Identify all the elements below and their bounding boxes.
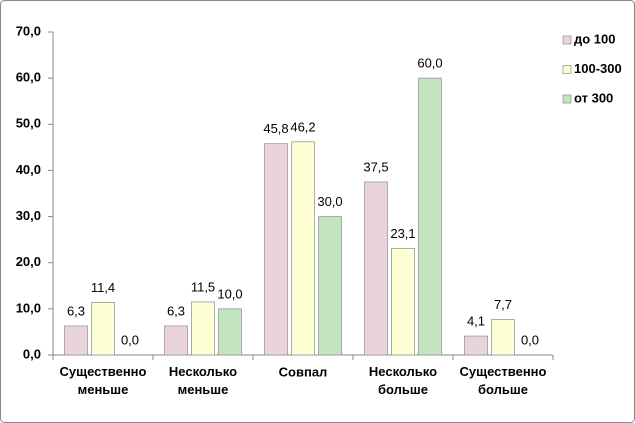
x-tick-label: Совпал [279, 364, 328, 379]
legend-swatch [562, 65, 572, 74]
value-label: 23,1 [390, 226, 415, 241]
value-label: 11,4 [91, 280, 115, 295]
bar [464, 335, 488, 356]
legend-swatch [562, 35, 572, 45]
x-tick-label: Существенно меньше [60, 364, 147, 397]
value-label: 45,8 [263, 121, 288, 136]
bar [364, 181, 388, 356]
bar [164, 325, 188, 356]
bar [218, 308, 242, 356]
legend-label: до 100 [574, 31, 616, 46]
x-tick-label: Несколько меньше [169, 364, 237, 397]
y-tick-label: 40,0 [16, 162, 41, 177]
bar [318, 216, 342, 356]
legend-label: от 300 [574, 90, 613, 105]
bar [91, 301, 115, 356]
bar [491, 319, 515, 356]
bar [391, 248, 415, 356]
value-label: 60,0 [417, 56, 442, 71]
x-tick-label: Существенно больше [460, 364, 547, 397]
value-label: 46,2 [290, 119, 315, 134]
bar [291, 141, 315, 356]
legend-swatch [562, 94, 572, 104]
x-tick-label: Несколько больше [369, 364, 437, 397]
bar [418, 77, 442, 356]
bar [264, 143, 288, 356]
y-tick-label: 60,0 [16, 70, 41, 85]
y-tick-label: 70,0 [16, 23, 41, 38]
value-label: 11,5 [191, 279, 215, 294]
y-tick-label: 50,0 [16, 116, 41, 131]
y-tick-label: 30,0 [16, 208, 41, 223]
legend-label: 100-300 [574, 61, 622, 76]
value-label: 6,3 [167, 303, 185, 318]
value-label: 4,1 [467, 314, 485, 329]
y-tick-label: 10,0 [16, 300, 41, 315]
y-tick-label: 20,0 [16, 254, 41, 269]
y-tick-label: 0,0 [23, 346, 41, 361]
value-label: 6,3 [67, 303, 85, 318]
bar [64, 325, 88, 356]
value-label: 7,7 [494, 297, 512, 312]
value-label: 30,0 [317, 194, 342, 209]
bar [191, 301, 215, 356]
value-label: 0,0 [521, 332, 539, 347]
value-label: 37,5 [363, 159, 388, 174]
value-label: 0,0 [121, 332, 139, 347]
value-label: 10,0 [217, 286, 242, 301]
